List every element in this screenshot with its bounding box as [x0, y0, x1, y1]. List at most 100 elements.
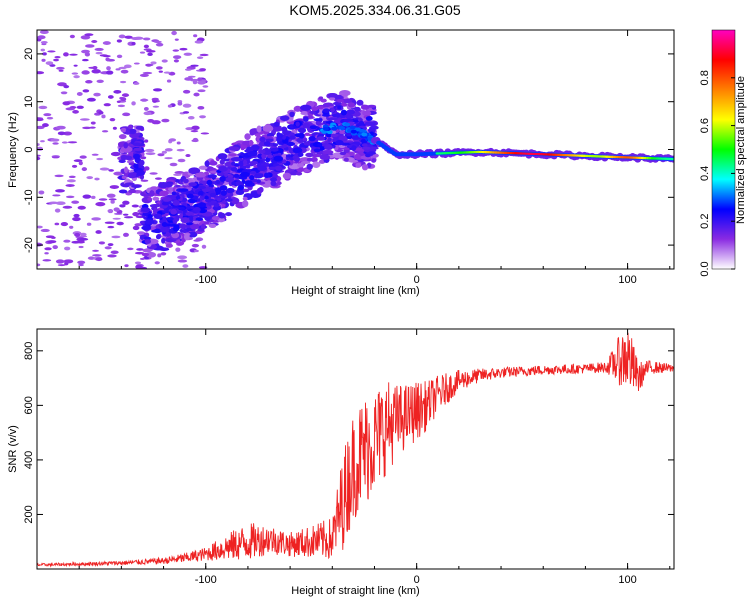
spectrogram-speckle	[52, 245, 58, 250]
spectrogram-speckle	[136, 248, 144, 251]
spectrogram-cloud	[339, 130, 345, 135]
spectrogram-cloud	[217, 153, 228, 160]
spectrogram-speckle	[85, 44, 95, 48]
spectrogram-speckle	[62, 205, 73, 209]
spectrogram-core	[185, 222, 193, 226]
spectrogram-speckle	[133, 62, 140, 65]
spectrogram-speckle	[193, 249, 199, 253]
spectrogram-speckle	[134, 223, 143, 227]
spectrogram-speckle	[63, 239, 71, 243]
spectrogram-speckle	[74, 232, 81, 237]
spectrogram-cloud	[343, 98, 352, 104]
spectrogram-core	[231, 161, 236, 166]
spectrogram-peak	[350, 129, 357, 134]
spectrogram-core	[133, 147, 143, 151]
spectrogram-speckle	[199, 68, 207, 71]
spectrogram-speckle	[196, 56, 204, 59]
spectrogram-speckle	[155, 177, 162, 180]
spectrogram-speckle	[92, 249, 100, 252]
spectrogram-core	[316, 136, 326, 141]
spectrogram-cloud	[241, 200, 249, 208]
spectrogram-cloud	[175, 179, 180, 183]
spectrogram-speckle	[112, 217, 121, 220]
spectrogram-speckle	[161, 118, 170, 123]
spectrogram-core	[225, 187, 235, 194]
spectrogram-speckle	[82, 58, 89, 62]
spectrogram-speckle	[40, 228, 50, 233]
spectrogram-core	[249, 160, 259, 165]
snr-ytick-label: 400	[23, 451, 35, 469]
spectrogram-cloud	[289, 111, 295, 118]
spectrogram-speckle	[112, 126, 117, 130]
spectrogram-core	[235, 189, 245, 196]
spectrogram-speckle	[66, 179, 76, 183]
spectrogram-speckle	[91, 217, 101, 221]
spectrogram-cloud	[293, 105, 302, 112]
spectrogram-core	[179, 223, 187, 230]
spectrogram-speckle	[40, 140, 45, 143]
spectrogram-speckle	[56, 66, 65, 70]
spectrogram-speckle	[37, 118, 44, 122]
spectrogram-core	[346, 109, 356, 115]
spectrogram-speckle	[177, 101, 183, 106]
spectrogram-cloud	[265, 138, 274, 142]
spectrogram-speckle	[177, 255, 188, 260]
snr-frame	[36, 328, 675, 570]
spectrogram-cloud	[225, 212, 232, 217]
figure-title: KOM5.2025.334.06.31.G05	[289, 2, 461, 18]
spectrogram-cloud	[120, 145, 133, 153]
spectrogram-core	[313, 148, 321, 153]
spectrogram-speckle	[139, 266, 147, 269]
snr-xlabel: Height of straight line (km)	[291, 585, 419, 597]
spectrogram-core	[239, 171, 250, 178]
snr-ticks: -100 0 100 200 400 600 800	[23, 329, 674, 586]
spectrogram-cloud	[228, 153, 237, 157]
snr-xtick-label: 0	[414, 574, 420, 586]
spectrogram-cloud	[318, 96, 324, 100]
spectrogram-cloud	[198, 165, 208, 170]
spectrogram-speckle	[44, 247, 52, 251]
spectrogram-cloud	[310, 156, 318, 163]
spectrogram-speckle	[110, 250, 119, 255]
spectrogram-peak	[344, 122, 351, 127]
spectrogram-speckle	[140, 179, 149, 182]
spectrogram-speckle	[37, 263, 41, 267]
spectrogram-speckle	[154, 261, 160, 265]
spectrogram-speckle	[98, 241, 106, 245]
spectrogram-core	[139, 220, 146, 225]
spectrogram-core	[278, 133, 284, 138]
colorbar: 0.0 0.2 0.4 0.6 0.8 Normalized spectral ampl…	[699, 29, 747, 277]
spectrogram-speckle	[57, 264, 66, 267]
spectrogram-speckle	[78, 235, 88, 238]
spectrogram-speckle	[40, 48, 46, 52]
spectrogram-speckle	[95, 51, 103, 55]
spectrogram-core	[237, 185, 245, 191]
spectrogram-cloud	[282, 172, 292, 180]
spectrogram-speckle	[42, 259, 52, 262]
spectrogram-speckle	[106, 193, 116, 198]
spectrogram-core	[238, 160, 244, 167]
spectrogram-core	[305, 152, 314, 158]
spectrogram-speckle	[54, 56, 61, 59]
spectrogram-speckle	[117, 104, 126, 108]
spectrogram-speckle	[177, 158, 186, 163]
snr-panel: -100 0 100 200 400 600 800 Height of straight …	[7, 328, 675, 597]
spectrogram-core	[337, 105, 342, 110]
spectrogram-speckle	[151, 120, 161, 125]
spectrogram-speckle	[122, 213, 129, 216]
spectrogram-speckle	[38, 105, 48, 110]
spectrogram-core	[338, 135, 348, 142]
spectrogram-speckle	[121, 93, 130, 97]
spectrogram-cloud	[300, 160, 311, 165]
spectrogram-cloud	[183, 233, 190, 241]
spectrogram-speckle	[123, 232, 129, 237]
spectrogram-core	[263, 140, 271, 147]
spectrogram-speckle	[136, 231, 146, 235]
spectrogram-speckle	[197, 106, 205, 110]
spectrogram-speckle	[157, 153, 165, 157]
spectrogram-speckle	[182, 103, 192, 108]
spectrogram-peak	[339, 126, 346, 131]
spectrogram-core	[369, 131, 374, 136]
spectrogram-speckle	[73, 213, 80, 218]
